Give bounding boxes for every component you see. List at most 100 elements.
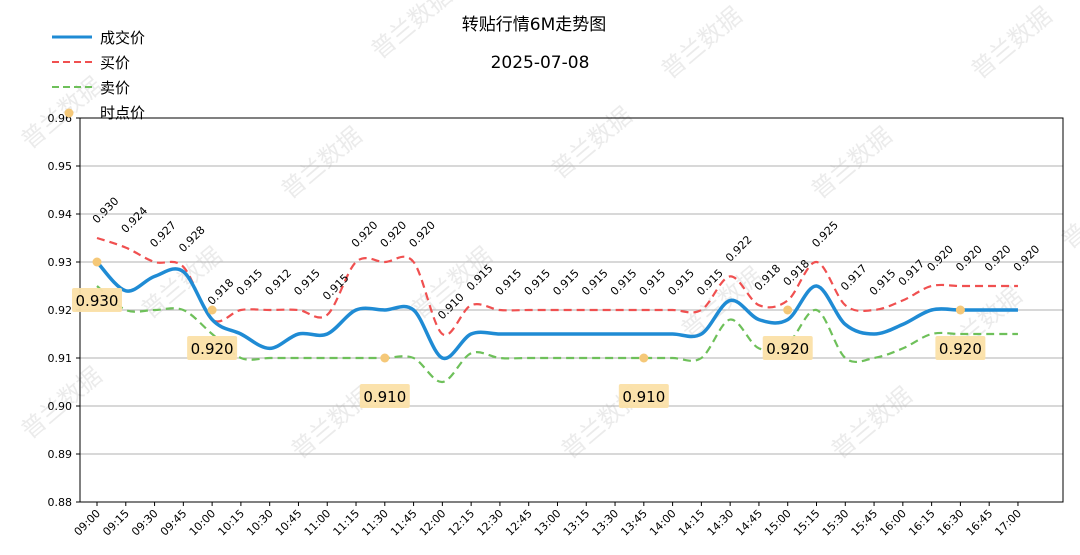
timepoint-annotation-label: 0.930 — [76, 292, 119, 310]
legend: 成交价 买价 卖价 时点价 — [52, 29, 145, 122]
data-label: 0.927 — [147, 219, 178, 250]
x-tick-label: 10:45 — [273, 507, 305, 539]
y-axis: 0.880.890.900.910.920.930.940.950.96 — [48, 112, 80, 509]
data-label: 0.915 — [579, 267, 610, 298]
data-label: 0.920 — [953, 243, 984, 274]
y-tick-label: 0.94 — [48, 208, 73, 221]
x-tick-label: 10:00 — [187, 507, 219, 539]
timepoint-annotation-label: 0.910 — [363, 388, 406, 406]
data-label: 0.915 — [867, 267, 898, 298]
timepoint-marker — [380, 353, 390, 363]
legend-swatch-timepoint — [64, 108, 74, 118]
data-label: 0.915 — [234, 267, 265, 298]
watermark-text: 普兰数据 — [826, 381, 918, 464]
data-label: 0.917 — [838, 262, 869, 293]
y-tick-label: 0.89 — [48, 448, 73, 461]
timepoint-annotation-label: 0.910 — [622, 388, 665, 406]
x-tick-label: 16:30 — [935, 507, 967, 539]
x-tick-label: 09:15 — [100, 507, 132, 539]
x-tick-label: 13:00 — [532, 507, 564, 539]
x-tick-label: 15:30 — [820, 507, 852, 539]
timepoint-annotation-box — [935, 336, 986, 360]
timepoint-annotation-box — [72, 288, 122, 312]
timepoint-marker — [639, 353, 649, 363]
x-tick-label: 12:00 — [417, 507, 449, 539]
x-tick-label: 17:00 — [992, 507, 1024, 539]
timepoint-marker — [783, 305, 793, 315]
data-label: 0.915 — [291, 267, 322, 298]
data-label: 0.924 — [119, 204, 150, 235]
y-tick-label: 0.90 — [48, 400, 73, 413]
x-tick-label: 14:15 — [676, 507, 708, 539]
x-tick-label: 13:45 — [618, 507, 650, 539]
x-tick-label: 16:45 — [964, 507, 996, 539]
timepoint-annotation-box — [187, 336, 238, 360]
y-tick-label: 0.91 — [48, 352, 73, 365]
data-label: 0.920 — [925, 243, 956, 274]
data-label: 0.912 — [263, 267, 294, 298]
x-axis: 09:0009:1509:3009:4510:0010:1510:3010:45… — [72, 502, 1024, 539]
data-label: 0.920 — [982, 243, 1013, 274]
x-tick-label: 16:00 — [877, 507, 909, 539]
x-tick-label: 11:30 — [359, 507, 391, 539]
data-label: 0.920 — [349, 219, 380, 250]
data-label: 0.920 — [378, 219, 409, 250]
legend-label-timepoint: 时点价 — [100, 104, 145, 122]
legend-label-trade: 成交价 — [100, 29, 145, 47]
x-tick-label: 09:00 — [72, 507, 104, 539]
series-line-ask — [96, 285, 1018, 384]
series-line-trade — [95, 260, 1018, 361]
y-tick-label: 0.93 — [48, 256, 73, 269]
watermark-text: 普兰数据 — [1056, 171, 1080, 254]
data-label: 0.918 — [205, 276, 236, 307]
watermark-text: 普兰数据 — [276, 121, 368, 204]
timepoint-annotation-box — [762, 336, 813, 360]
data-label: 0.915 — [522, 267, 553, 298]
watermark-text: 普兰数据 — [546, 101, 638, 184]
data-label: 0.920 — [1011, 243, 1042, 274]
x-tick-label: 14:00 — [647, 507, 679, 539]
chart-title: 转贴行情6M走势图 — [462, 15, 606, 35]
timepoint-annotation-box — [359, 384, 410, 408]
x-tick-label: 11:15 — [331, 507, 363, 539]
timepoint-marker — [207, 305, 217, 315]
x-tick-label: 11:00 — [302, 507, 334, 539]
data-label: 0.915 — [320, 271, 351, 302]
watermark-text: 普兰数据 — [806, 121, 898, 204]
timepoint-marker — [955, 305, 965, 315]
data-label: 0.930 — [90, 195, 121, 226]
series-line-bid — [96, 236, 1018, 337]
x-tick-label: 10:30 — [244, 507, 276, 539]
x-tick-label: 12:30 — [474, 507, 506, 539]
timepoint-marker — [92, 257, 102, 267]
x-tick-label: 12:15 — [446, 507, 478, 539]
timepoint-annotation-label: 0.920 — [939, 340, 982, 358]
x-tick-label: 15:15 — [791, 507, 823, 539]
watermark-text: 普兰数据 — [656, 1, 748, 84]
chart-subtitle: 2025-07-08 — [491, 53, 590, 73]
data-label: 0.922 — [723, 233, 754, 264]
time-point-markers: 0.930 0.920 0.910 0.910 0.920 0.920 — [72, 257, 986, 408]
watermark-text: 普兰数据 — [966, 1, 1058, 84]
data-label: 0.915 — [550, 267, 581, 298]
x-tick-label: 14:30 — [705, 507, 737, 539]
timepoint-annotation-label: 0.920 — [766, 340, 809, 358]
x-tick-label: 13:30 — [590, 507, 622, 539]
timepoint-annotation-label: 0.920 — [191, 340, 234, 358]
x-tick-label: 16:15 — [906, 507, 938, 539]
legend-label-ask: 卖价 — [100, 79, 130, 97]
y-tick-label: 0.95 — [48, 160, 73, 173]
x-tick-label: 11:45 — [388, 507, 420, 539]
data-label: 0.915 — [608, 267, 639, 298]
x-tick-label: 12:45 — [503, 507, 535, 539]
x-tick-label: 09:30 — [129, 507, 161, 539]
x-tick-label: 15:00 — [762, 507, 794, 539]
watermark-text: 普兰数据 — [366, 0, 458, 65]
data-label: 0.915 — [637, 267, 668, 298]
x-tick-label: 10:15 — [215, 507, 247, 539]
series-layer — [95, 236, 1018, 384]
data-label: 0.915 — [493, 267, 524, 298]
data-label: 0.915 — [666, 267, 697, 298]
timepoint-annotation-box — [618, 384, 669, 408]
